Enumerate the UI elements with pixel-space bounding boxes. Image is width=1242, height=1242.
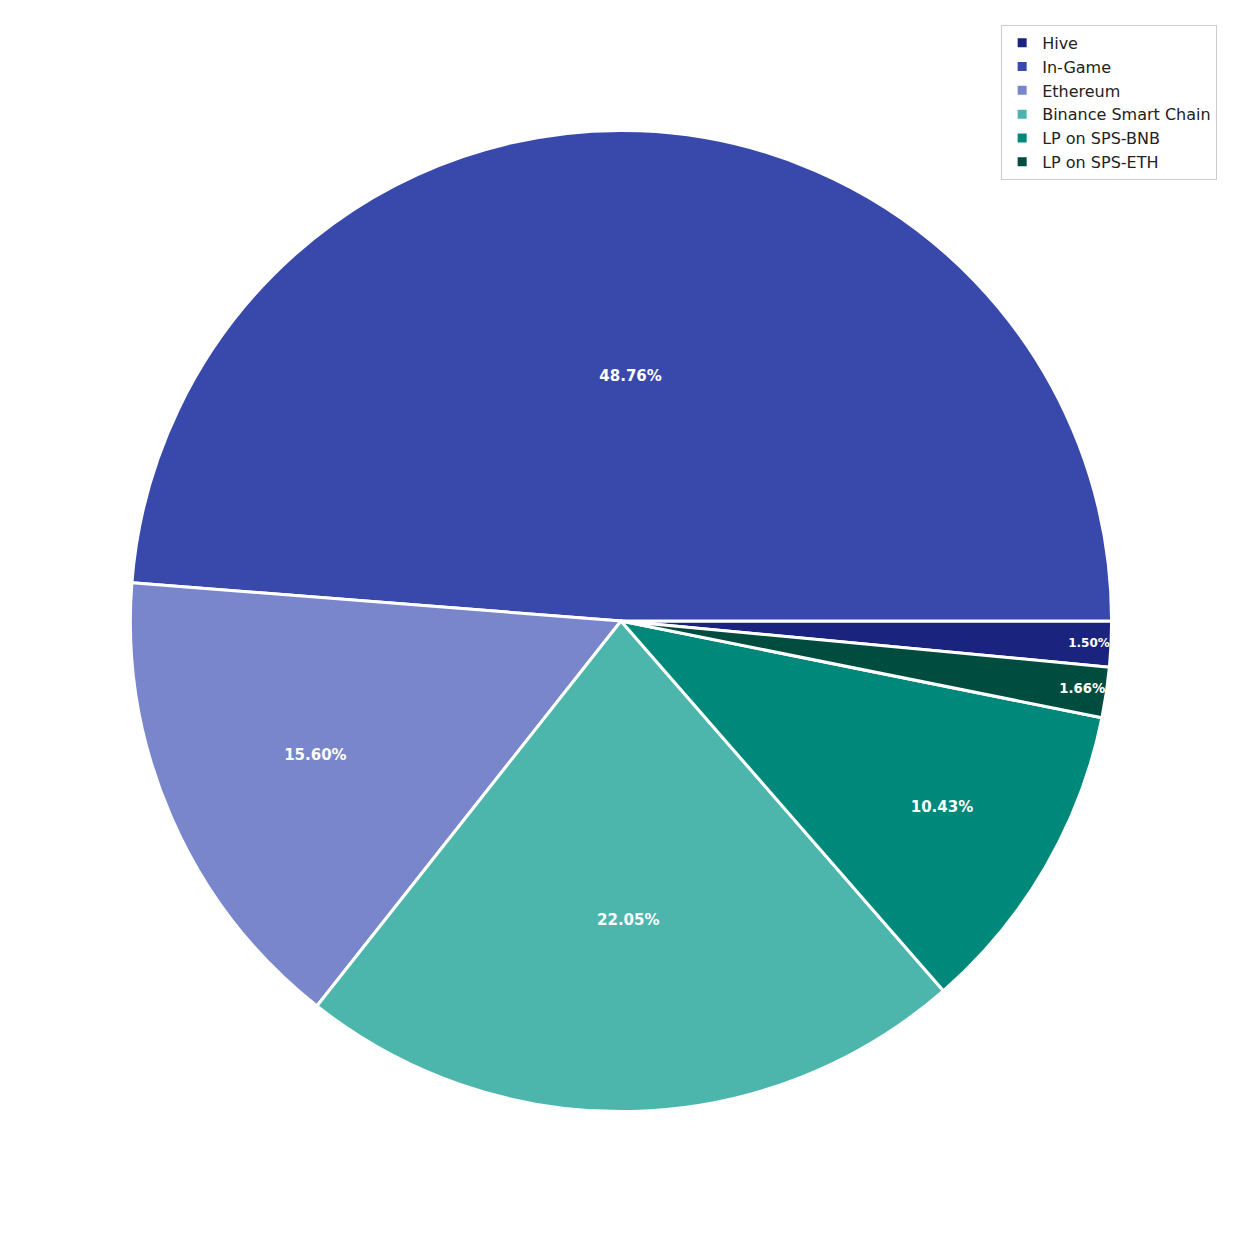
svg-text:1.66%: 1.66%	[1059, 681, 1105, 696]
svg-text:LP on SPS-BNB: LP on SPS-BNB	[1042, 129, 1160, 148]
svg-text:In-Game: In-Game	[1042, 58, 1111, 77]
svg-text:Hive: Hive	[1042, 34, 1078, 53]
svg-text:LP on SPS-ETH: LP on SPS-ETH	[1042, 153, 1158, 172]
svg-text:15.60%: 15.60%	[284, 746, 346, 764]
svg-text:10.43%: 10.43%	[911, 798, 973, 816]
svg-text:1.50%: 1.50%	[1068, 636, 1110, 650]
svg-text:Binance Smart Chain: Binance Smart Chain	[1042, 105, 1210, 124]
svg-text:22.05%: 22.05%	[597, 911, 659, 929]
svg-text:Ethereum: Ethereum	[1042, 82, 1120, 101]
svg-text:48.76%: 48.76%	[599, 367, 661, 385]
